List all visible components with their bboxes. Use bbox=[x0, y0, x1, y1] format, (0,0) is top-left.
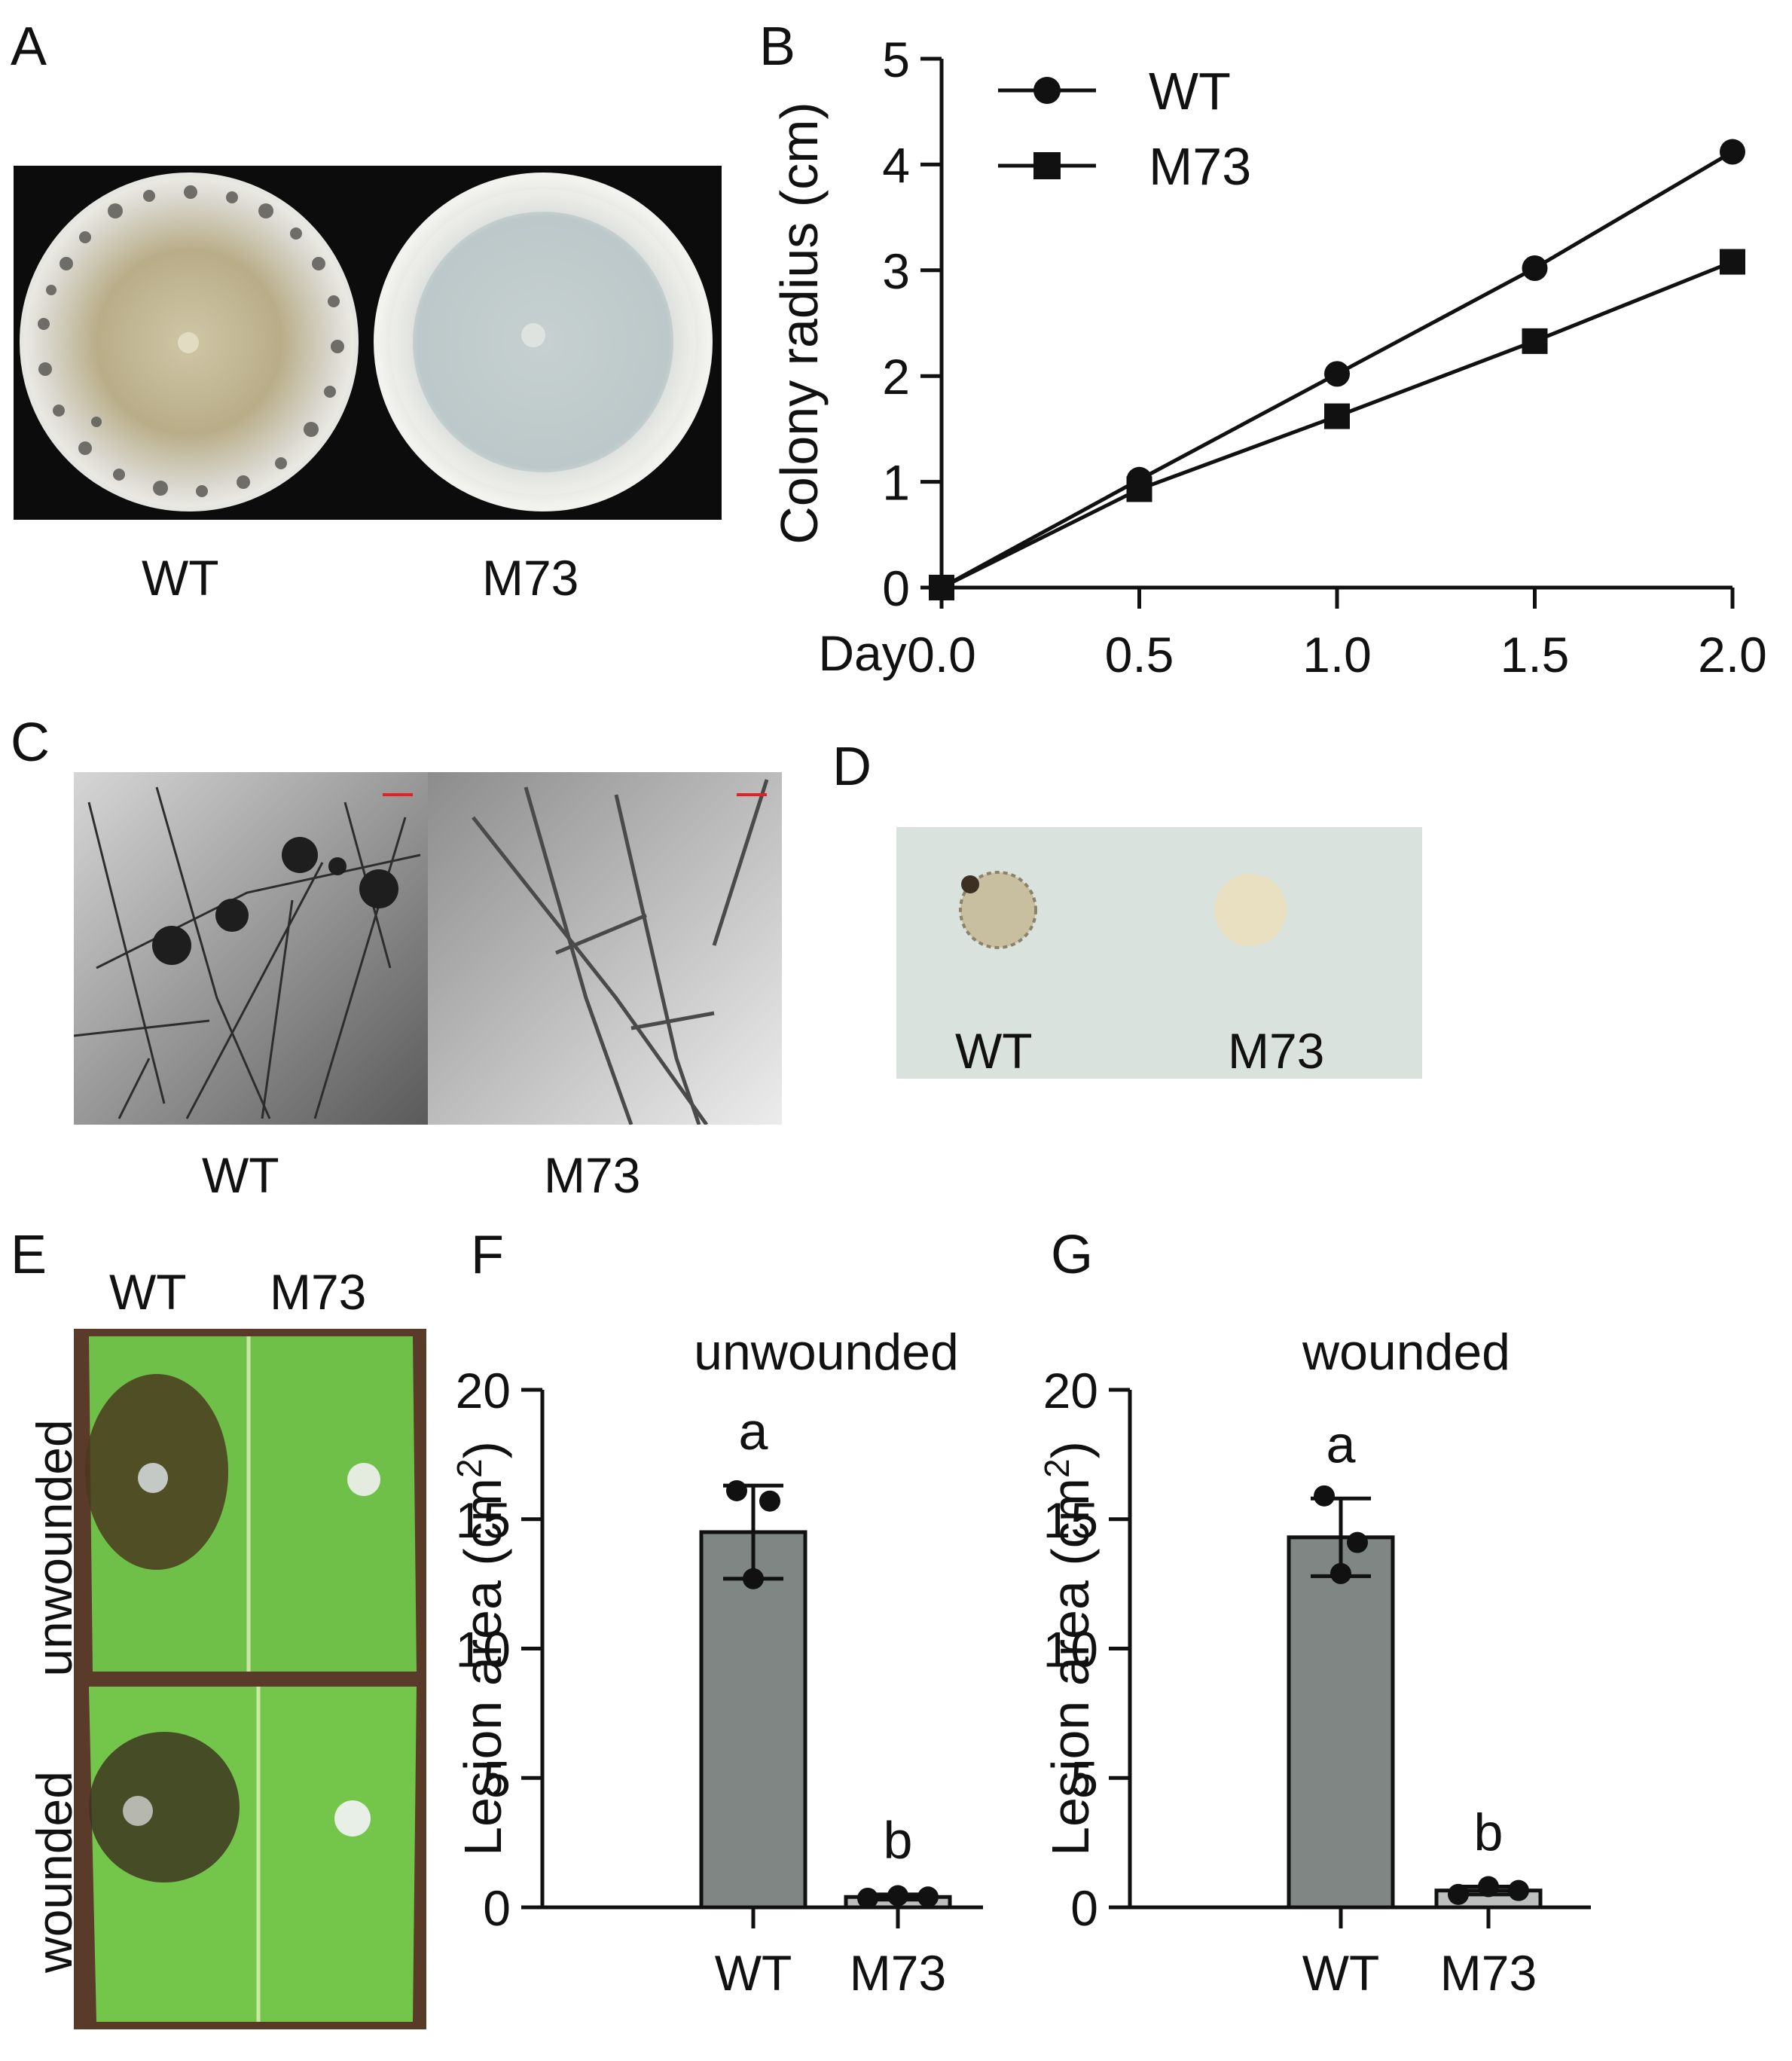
panel-letter-b: B bbox=[759, 17, 796, 77]
chart-f-bar-wt bbox=[699, 1530, 807, 1910]
chart-g-x-tick-label: WT bbox=[1302, 1945, 1380, 2001]
chart-g-y-tick-label: 0 bbox=[1070, 1880, 1098, 1936]
panel-e-photo bbox=[74, 1329, 426, 2029]
chart-b-series-line-wt bbox=[940, 150, 1734, 590]
chart-b-x-tick-label: 0.5 bbox=[1105, 627, 1174, 682]
chart-g-data-point bbox=[1347, 1531, 1368, 1553]
chart-b-y-tick-label: 3 bbox=[882, 243, 910, 299]
panel-d-photo bbox=[896, 827, 1422, 1079]
chart-b-point-wt bbox=[1720, 139, 1745, 165]
chart-g-bar-m73 bbox=[1434, 1888, 1543, 1910]
chart-g-data-point bbox=[1448, 1883, 1469, 1905]
chart-f-data-point bbox=[917, 1886, 939, 1908]
chart-g-y-axis-label-sup: 2 bbox=[1037, 1458, 1076, 1478]
chart-f-y-tick-label: 20 bbox=[456, 1363, 511, 1418]
chart-f-significance-letter: a bbox=[739, 1402, 768, 1461]
chart-f-data-point bbox=[857, 1887, 878, 1909]
panel-a-photo bbox=[14, 166, 722, 520]
petri-dish-illustration bbox=[20, 173, 713, 511]
panel-c-label-m73: M73 bbox=[544, 1147, 641, 1203]
chart-b-point-m73 bbox=[929, 575, 954, 600]
chart-b-x-tick-label: 1.5 bbox=[1500, 627, 1570, 682]
chart-g-x-tick-label: M73 bbox=[1440, 1945, 1537, 2001]
chart-b-legend-label-wt: WT bbox=[1149, 62, 1231, 121]
chart-f-data-point bbox=[759, 1490, 780, 1512]
chart-g-data-point bbox=[1478, 1876, 1499, 1898]
chart-g-significance-letter: b bbox=[1474, 1803, 1504, 1862]
chart-f-y-tick-label: 10 bbox=[456, 1622, 511, 1678]
chart-f-data-point bbox=[726, 1479, 747, 1501]
chart-g-data-point bbox=[1508, 1879, 1529, 1901]
chart-b-y-axis-label: Colony radius (cm) bbox=[770, 102, 829, 544]
chart-g-y-tick-label: 10 bbox=[1043, 1622, 1098, 1678]
panel-c-label-wt: WT bbox=[202, 1147, 279, 1203]
chart-f-bar-m73 bbox=[844, 1895, 952, 1910]
chart-f-y-axis-label: Lesion area (cm2) bbox=[450, 1441, 512, 1856]
panel-e-row-label-unwounded: unwounded bbox=[26, 1419, 82, 1677]
chart-g-title: wounded bbox=[1302, 1324, 1510, 1381]
chart-b-x-tick-label: 2.0 bbox=[1698, 627, 1767, 682]
leaf-illustration bbox=[85, 1336, 417, 2022]
chart-g-bar-wt bbox=[1287, 1535, 1395, 1910]
chart-f-data-point bbox=[743, 1568, 764, 1589]
chart-f-y-tick-label: 0 bbox=[483, 1880, 511, 1936]
chart-f-y-axis-label-sup: 2 bbox=[450, 1458, 489, 1478]
panel-letter-c: C bbox=[11, 713, 50, 773]
chart-f-y-axis-label-main: Lesion area (cm bbox=[453, 1478, 512, 1856]
chart-b-y-tick-label: 0 bbox=[882, 560, 910, 616]
chart-g-y-tick-label: 15 bbox=[1043, 1492, 1098, 1548]
chart-g-data-point bbox=[1314, 1485, 1335, 1507]
chart-b-x-tick-label: 1.0 bbox=[1302, 627, 1372, 682]
chart-b-point-m73 bbox=[1324, 403, 1350, 429]
panel-e-col-label-wt: WT bbox=[109, 1264, 187, 1320]
chart-f-y-tick-label: 5 bbox=[483, 1751, 511, 1806]
chart-b-x-tick-label: 0.0 bbox=[907, 627, 976, 682]
chart-b-y-tick-label: 1 bbox=[882, 455, 910, 511]
chart-b-point-wt bbox=[1522, 255, 1548, 281]
chart-b-series-line-m73 bbox=[940, 260, 1733, 590]
chart-f-significance-letter: b bbox=[884, 1811, 913, 1870]
panel-e-col-label-m73: M73 bbox=[270, 1264, 367, 1320]
panel-letter-e: E bbox=[11, 1225, 47, 1285]
panel-c-photo bbox=[74, 772, 782, 1125]
panel-letter-f: F bbox=[471, 1225, 504, 1285]
chart-b-legend-marker bbox=[1033, 77, 1061, 104]
chart-f-y-axis-label-end: ) bbox=[453, 1441, 512, 1458]
chart-g-y-tick-label: 5 bbox=[1070, 1751, 1098, 1806]
panel-letter-d: D bbox=[832, 737, 872, 797]
chart-g-data-point bbox=[1330, 1562, 1351, 1584]
chart-b-x-axis-label: Day bbox=[818, 625, 906, 681]
chart-b-point-wt bbox=[1324, 361, 1350, 387]
chart-g-y-axis-label-main: Lesion area (cm bbox=[1041, 1478, 1100, 1856]
chart-b-y-tick-label: 5 bbox=[882, 32, 910, 87]
hyphae-micrograph-illustration bbox=[74, 772, 782, 1125]
chart-b-point-wt bbox=[1126, 466, 1152, 493]
chart-g-y-tick-label: 20 bbox=[1043, 1363, 1098, 1418]
chart-f-x-tick-label: M73 bbox=[850, 1945, 946, 2001]
chart-f-title: unwounded bbox=[694, 1324, 959, 1381]
chart-g-significance-letter: a bbox=[1326, 1415, 1356, 1473]
panel-a-label-wt: WT bbox=[142, 550, 219, 606]
panel-a-label-m73: M73 bbox=[482, 550, 579, 606]
chart-b-point-wt bbox=[929, 575, 954, 600]
chart-f-y-tick-label: 15 bbox=[456, 1492, 511, 1548]
chart-b-point-m73 bbox=[1720, 249, 1745, 275]
colony-illustration bbox=[959, 871, 1287, 949]
chart-g-y-axis-label: Lesion area (cm2) bbox=[1037, 1441, 1100, 1856]
panel-d-label-m73: M73 bbox=[1228, 1023, 1325, 1079]
chart-b-legend-marker bbox=[1033, 152, 1061, 179]
chart-b-y-tick-label: 2 bbox=[882, 349, 910, 405]
chart-b-y-tick-label: 4 bbox=[882, 137, 910, 193]
chart-b-point-m73 bbox=[1522, 328, 1548, 354]
chart-b-legend-label-m73: M73 bbox=[1149, 137, 1251, 196]
panel-d-label-wt: WT bbox=[955, 1023, 1033, 1079]
chart-f-data-point bbox=[887, 1885, 908, 1907]
panel-e-row-label-wounded: wounded bbox=[26, 1771, 82, 1973]
chart-g-y-axis-label-end: ) bbox=[1041, 1441, 1100, 1458]
chart-f-x-tick-label: WT bbox=[715, 1945, 792, 2001]
chart-b-point-m73 bbox=[1126, 476, 1152, 502]
panel-letter-a: A bbox=[11, 17, 47, 77]
panel-letter-g: G bbox=[1051, 1225, 1094, 1285]
